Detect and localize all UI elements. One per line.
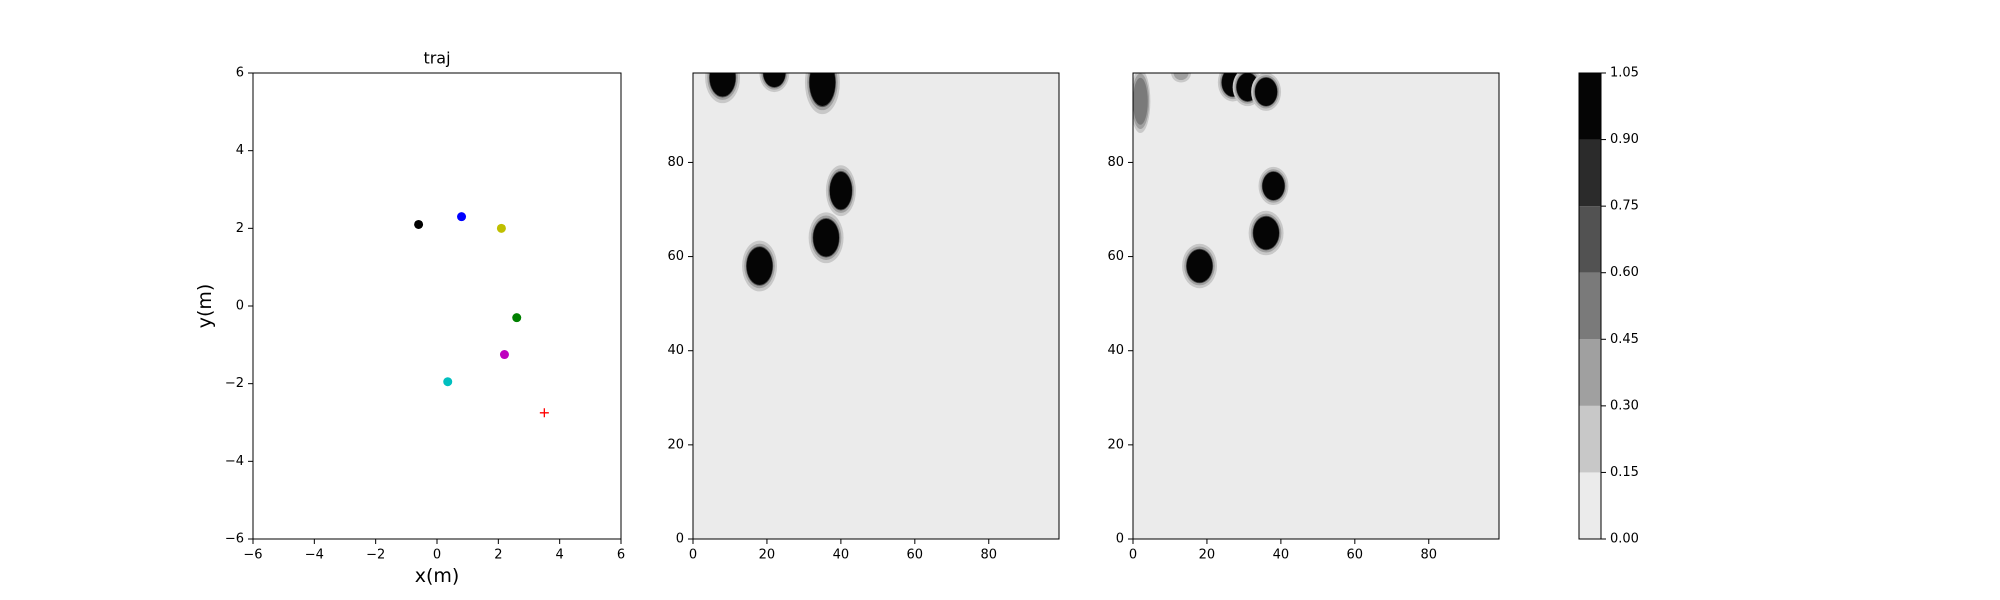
agent-point [496, 223, 506, 233]
y-tick-label: 0 [676, 532, 684, 547]
colorbar-tick-label: 0.60 [1610, 265, 1639, 280]
heatmap-blob [1133, 77, 1148, 125]
colorbar-band [1579, 139, 1601, 207]
x-tick-label: −2 [366, 548, 385, 563]
y-tick-label: 40 [667, 343, 684, 358]
heatmap-blob [813, 218, 840, 257]
x-tick-label: 20 [759, 548, 776, 563]
x-tick-label: −4 [305, 548, 324, 563]
heatmap-blobs [1133, 73, 1289, 289]
x-tick-label: 4 [556, 548, 564, 563]
occupancy-map-left: 00 20 20 40 40 60 60 80 80 [667, 72, 1060, 563]
colorbar-tick-label: 0.00 [1610, 532, 1639, 547]
colorbar-band [1579, 73, 1601, 140]
trajectory-scatter-plot: −6−6 −4 −4 −2 −2 0 0 2 2 4 4 6 6 traj x(m) y(m) [194, 49, 625, 588]
plot-area [253, 73, 621, 539]
heatmap-blobs [705, 73, 856, 292]
y-tick-label: 80 [667, 155, 684, 170]
plot-frame [692, 72, 1060, 540]
y-tick-label: 0 [236, 299, 244, 314]
goal-marker [539, 408, 549, 418]
heatmap-blob [763, 73, 786, 88]
x-tick-label: 20 [1199, 548, 1216, 563]
heatmap-blob [709, 73, 736, 97]
plot-frame [1132, 72, 1500, 540]
y-tick-label: 20 [667, 437, 684, 452]
colorbar-band [1579, 472, 1601, 539]
x-tick-label: −6 [243, 548, 262, 563]
colorbar-band [1579, 405, 1601, 473]
y-tick-label: 0 [1116, 532, 1124, 547]
heatmap-blob [1253, 216, 1280, 250]
agent-point [512, 313, 522, 323]
x-tick-label: 0 [1129, 548, 1137, 563]
x-tick-label: 80 [980, 548, 997, 563]
x-tick-label: 40 [833, 548, 850, 563]
heatmap-blob [1255, 77, 1278, 106]
x-tick-label: 60 [1347, 548, 1364, 563]
y-tick-label: 60 [1107, 249, 1124, 264]
y-tick-label: 80 [1107, 155, 1124, 170]
colorbar-tick-label: 0.15 [1610, 465, 1639, 480]
colorbar-tick-label: 0.30 [1610, 398, 1639, 413]
y-axis-label: y(m) [194, 284, 216, 329]
x-axis-label: x(m) [415, 565, 460, 587]
heatmap-blob [746, 247, 773, 285]
heatmap-blob [1262, 171, 1285, 201]
agent-point [414, 219, 424, 229]
heatmap-blob [1173, 73, 1189, 81]
colorbar-frame [1578, 72, 1602, 540]
colorbar: 0.00 0.15 0.30 0.45 0.60 0.75 0.90 1.05 [1578, 66, 1639, 547]
y-tick-label: −2 [225, 376, 244, 391]
chart-title: traj [423, 49, 450, 68]
agent-point [457, 212, 467, 222]
heatmap-blob [1186, 249, 1213, 283]
x-tick-label: 0 [689, 548, 697, 563]
colorbar-band [1579, 339, 1601, 406]
x-tick-label: 80 [1420, 548, 1437, 563]
y-tick-label: 6 [236, 66, 244, 81]
colorbar-tick-label: 1.05 [1610, 66, 1639, 81]
y-tick-label: −6 [225, 532, 244, 547]
y-tick-label: 40 [1107, 343, 1124, 358]
agent-point [499, 350, 509, 360]
y-tick-label: 2 [236, 221, 244, 236]
colorbar-tick-label: 0.90 [1610, 132, 1639, 147]
y-tick-label: 60 [667, 249, 684, 264]
x-tick-label: 2 [494, 548, 502, 563]
x-tick-label: 0 [433, 548, 441, 563]
agent-point [443, 377, 453, 387]
y-tick-label: 4 [236, 143, 244, 158]
colorbar-band [1579, 272, 1601, 340]
y-tick-label: −4 [225, 454, 244, 469]
colorbar-band [1579, 206, 1601, 273]
heatmap-background [693, 73, 1059, 539]
y-tick-label: 20 [1107, 437, 1124, 452]
heatmap-background [1133, 73, 1499, 539]
x-tick-label: 60 [907, 548, 924, 563]
colorbar-tick-label: 0.75 [1610, 199, 1639, 214]
x-tick-label: 40 [1273, 548, 1290, 563]
heatmap-blob [809, 73, 836, 106]
occupancy-map-right: 00 20 20 40 40 60 60 80 80 [1107, 72, 1500, 563]
colorbar-tick-label: 0.45 [1610, 332, 1639, 347]
heatmap-blob [829, 171, 852, 210]
x-tick-label: 6 [617, 548, 625, 563]
